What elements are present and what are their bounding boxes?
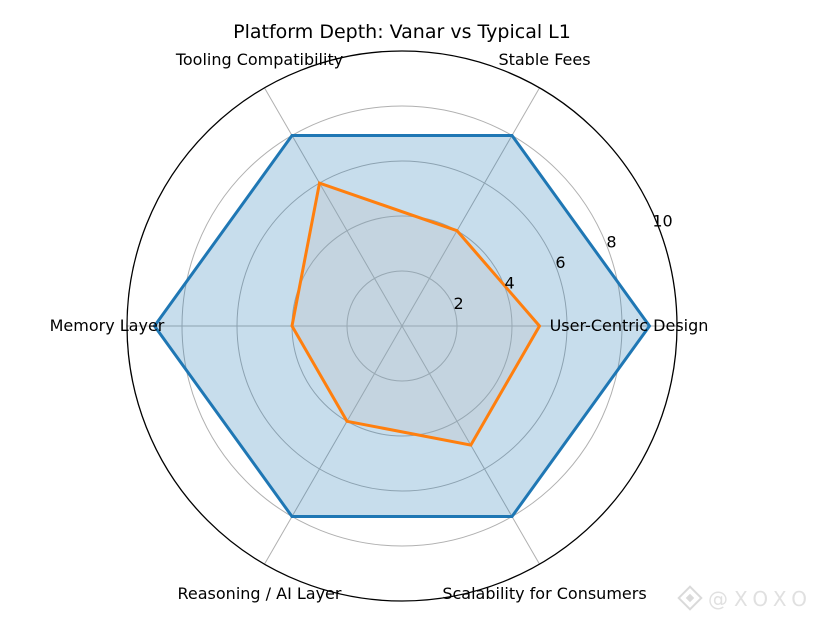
spoke-2 [264,87,403,327]
chart-title: Platform Depth: Vanar vs Typical L1 [233,21,571,43]
tick-label-4: 4 [505,274,515,293]
series-0-area [154,135,650,517]
tick-label-8: 8 [606,232,616,251]
series-1-line [290,181,542,447]
diamond-logo-icon [677,585,703,611]
category-labels: User-Centric Design Stable Fees Tooling … [50,50,709,603]
axis-label-0: User-Centric Design [550,316,709,335]
axis-label-3: Memory Layer [50,316,165,335]
spoke-1 [401,87,540,327]
watermark-text: @XOXO [708,587,813,611]
outer-circle [126,50,678,602]
radial-grid [127,87,677,565]
axis-label-2: Tooling Compatibility [175,50,343,69]
tick-label-6: 6 [555,253,565,272]
watermark: @XOXO [677,585,813,611]
series-0-line [152,134,652,518]
tick-label-10: 10 [652,212,672,231]
series-1-area [292,183,540,446]
outer-frame [126,50,678,602]
axis-label-1: Stable Fees [498,50,590,69]
axis-label-5: Scalability for Consumers [442,584,646,603]
axis-label-4: Reasoning / AI Layer [178,584,342,603]
spoke-4 [264,325,403,565]
series-layer [152,134,652,518]
radial-tick-labels: 2 4 6 8 10 [454,212,673,313]
tick-label-2: 2 [454,294,464,313]
